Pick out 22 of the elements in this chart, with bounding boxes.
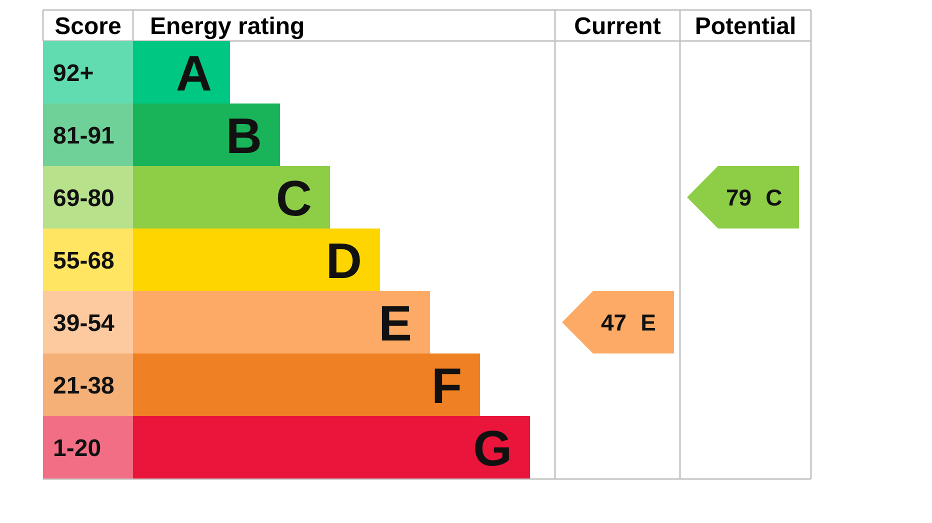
text: 55-68 <box>53 247 114 274</box>
category-label: C <box>276 170 312 226</box>
text: 21-38 <box>53 372 114 400</box>
category-label: D <box>326 232 362 289</box>
data-label: 79 <box>726 184 752 210</box>
category-label: A <box>176 45 212 102</box>
text: Current <box>574 13 661 40</box>
text: Score <box>54 13 122 40</box>
category-label: G <box>473 420 512 476</box>
text: 81-91 <box>53 122 114 150</box>
data-label: 47 <box>601 309 627 336</box>
text: 69-80 <box>53 184 114 212</box>
category-label: E <box>640 309 656 336</box>
category-label: C <box>766 184 782 210</box>
text: 1-20 <box>53 434 102 462</box>
category-label: F <box>431 358 462 414</box>
category-label: E <box>378 295 412 352</box>
text: Energy rating <box>150 13 305 40</box>
category-label: B <box>226 108 262 164</box>
text: 39-54 <box>53 310 116 337</box>
text: 92+ <box>53 60 94 87</box>
text: Potential <box>694 13 796 40</box>
